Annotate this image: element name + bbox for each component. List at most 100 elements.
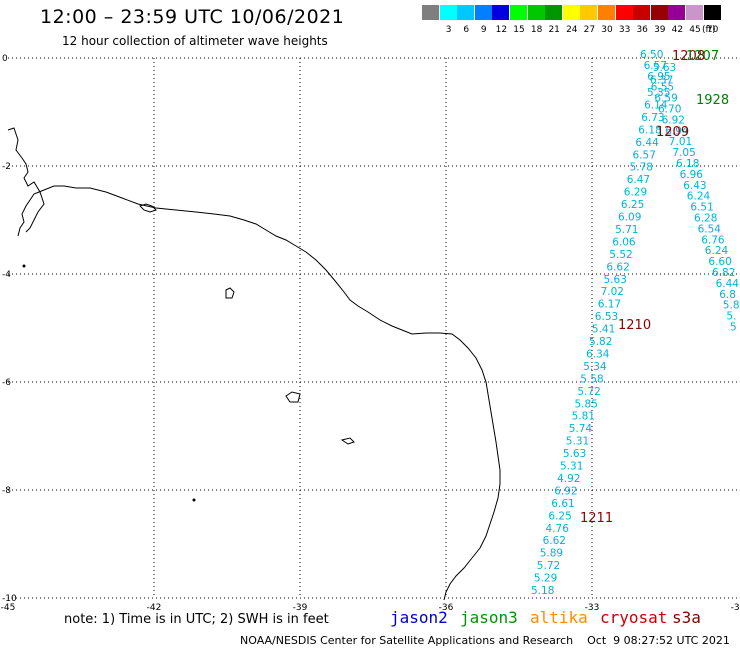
legend-swatch [703, 5, 721, 20]
swh-value: 5.34 [583, 361, 607, 373]
legend-swatch [510, 5, 527, 20]
swh-value: 6.06 [612, 236, 636, 248]
swh-value: 5.72 [537, 560, 560, 572]
swh-value: 6.09 [618, 212, 641, 224]
island-1 [225, 287, 235, 299]
y-tick-label: -6 [2, 378, 11, 388]
coastline-mainland [17, 185, 501, 601]
swh-value: 6.51 [690, 202, 713, 214]
legend-swatch [527, 5, 545, 20]
y-tick-label: -4 [2, 270, 11, 280]
swh-value: 6.60 [708, 256, 731, 268]
legend-label: 21 [548, 25, 560, 35]
swh-value: 6.92 [554, 485, 577, 497]
swh-value: 5.31 [566, 436, 589, 448]
y-tick-label: 0 [2, 54, 8, 64]
x-tick-label: -39 [293, 603, 308, 613]
swh-value: 6.62 [606, 261, 629, 273]
swh-value: 4.92 [557, 473, 580, 485]
x-tick-label: -36 [439, 603, 454, 613]
legend-swatch [457, 5, 475, 20]
swh-value: 6.61 [551, 498, 574, 510]
island-3 [340, 437, 355, 445]
swh-value: 6.95 [647, 71, 670, 83]
swh-value: 6.62 [543, 535, 566, 547]
swh-value: 6.44 [716, 278, 740, 290]
legend-swatch [650, 5, 668, 20]
swh-value: 6.24 [705, 245, 729, 257]
footer-credit: NOAA/NESDIS Center for Satellite Applica… [240, 634, 730, 647]
y-tick-label: -8 [2, 486, 11, 496]
swh-value: 5.58 [580, 373, 603, 385]
swh-value: 6.17 [598, 299, 621, 311]
swh-value: 6.28 [694, 213, 717, 225]
swh-value: 5.63 [653, 62, 676, 74]
swh-value: 6.94 [665, 125, 689, 137]
swh-value: 7.02 [601, 286, 624, 298]
swh-value: 6.18 [676, 158, 699, 170]
time-label: 1209 [656, 125, 689, 140]
island-5 [22, 264, 26, 268]
island-group [22, 264, 355, 502]
legend-swatch [633, 5, 651, 20]
satellite-altika: altika [530, 608, 588, 627]
satellite-jason3: jason3 [460, 608, 518, 627]
swh-value: 6.82 [712, 267, 735, 279]
swh-value: 5.78 [630, 162, 653, 174]
swh-value: 6.53 [595, 311, 618, 323]
legend-label: 12 [495, 25, 508, 35]
legend-label: 36 [636, 25, 648, 35]
coastline-northwest [7, 127, 45, 233]
legend-swatch [598, 5, 615, 20]
swh-value: 6.24 [687, 191, 711, 203]
legend-label: 24 [566, 25, 578, 35]
legend-label: 39 [654, 25, 666, 35]
swh-value: 6.92 [662, 114, 685, 126]
swh-value: 6.73 [641, 112, 664, 124]
legend-swatch [686, 5, 703, 20]
swh-value: 6.55 [651, 82, 674, 94]
time-label: 1210 [618, 318, 651, 333]
x-tick-label: -33 [585, 603, 600, 613]
legend-label: 15 [513, 25, 525, 35]
legend-label: 70 [706, 25, 719, 35]
legend-label: 42 [671, 25, 684, 35]
swh-value: 4.76 [546, 523, 570, 535]
legend-label: 3 [445, 25, 452, 35]
swh-value: 5. [726, 311, 736, 323]
time-label: 1928 [696, 93, 729, 108]
y-tick-label: -10 [2, 594, 17, 604]
swh-value: 5 [730, 322, 737, 334]
satellite-s3a: s3a [672, 608, 701, 627]
legend-swatch [492, 5, 510, 20]
swh-value: 5.29 [534, 573, 557, 585]
satellite-cryosat: cryosat [600, 608, 668, 627]
legend-swatch [422, 5, 439, 20]
legend-swatch [668, 5, 686, 20]
swh-value: 6.37 [650, 75, 673, 87]
swh-value: 5.81 [572, 411, 595, 423]
swh-value: 5.41 [592, 324, 615, 336]
note-text: note: 1) Time is in UTC; 2) SWH is in fe… [64, 612, 329, 627]
swh-value: 6.25 [548, 510, 571, 522]
page-subtitle: 12 hour collection of altimeter wave hei… [62, 34, 328, 48]
swh-value: 6.76 [701, 234, 725, 246]
swh-value: 5.71 [615, 224, 638, 236]
legend-label: 33 [618, 25, 631, 35]
legend-swatch [545, 5, 563, 20]
x-tick-label: -42 [147, 603, 162, 613]
altimeter-tracks: 5.185.295.725.896.624.766.256.616.924.92… [531, 49, 740, 597]
time-label: 1208 [672, 49, 705, 64]
swh-value: 5.85 [575, 398, 598, 410]
swh-value: 6.34 [586, 348, 610, 360]
legend-swatch [562, 5, 580, 20]
swh-value: 5.82 [589, 336, 612, 348]
legend-swatch [474, 5, 492, 20]
swh-value: 6.14 [644, 99, 668, 111]
legend-label: 9 [480, 25, 487, 35]
swh-value: 5.52 [609, 249, 632, 261]
swh-value: 6.70 [658, 104, 681, 116]
legend-label: 6 [463, 25, 470, 35]
swh-value: 5.8 [723, 300, 740, 312]
